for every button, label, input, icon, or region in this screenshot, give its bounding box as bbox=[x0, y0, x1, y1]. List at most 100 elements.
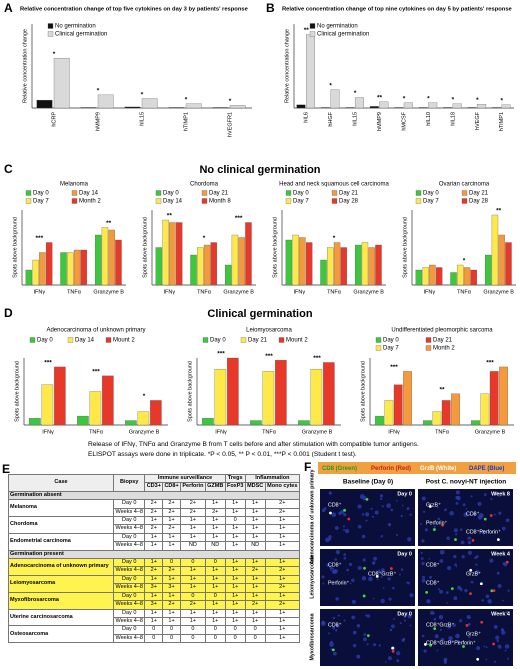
x-tick-label: IFNγ bbox=[294, 289, 306, 295]
score-cell: 1+ bbox=[204, 600, 226, 610]
legend-swatch bbox=[309, 31, 316, 37]
legend-swatch bbox=[71, 198, 78, 204]
chart-title: Relative concentration change of top nin… bbox=[282, 7, 513, 13]
micrograph bbox=[418, 549, 513, 606]
data-table: Case Biopsy Immune surveillance Tregs Inflam… bbox=[7, 473, 301, 644]
legend-label: Clinical germination bbox=[55, 32, 107, 38]
x-tick-label: TNFα bbox=[262, 429, 277, 435]
case-name: Melanoma bbox=[7, 499, 115, 518]
stained-cell bbox=[496, 538, 500, 542]
score-cell: 1+ bbox=[224, 574, 246, 585]
biopsy: Day 0 bbox=[113, 516, 146, 526]
nucleus bbox=[328, 538, 332, 541]
bar bbox=[499, 366, 508, 426]
score-cell: 0 bbox=[204, 591, 226, 602]
score-cell: 0 bbox=[204, 633, 226, 644]
nucleus bbox=[366, 643, 369, 646]
stained-cell bbox=[391, 646, 395, 650]
score-cell: 1+ bbox=[204, 524, 226, 534]
legend-label: Day 14 bbox=[79, 191, 99, 197]
stained-cell bbox=[425, 591, 429, 594]
x-tick-label: TNFα bbox=[67, 289, 82, 295]
chart-title: Chordoma bbox=[190, 182, 219, 188]
y-axis-label: Spots above background bbox=[12, 217, 18, 278]
nucleus bbox=[409, 593, 414, 598]
stained-cell bbox=[483, 517, 487, 521]
micrograph bbox=[320, 549, 415, 606]
nucleus bbox=[477, 501, 482, 506]
bar bbox=[137, 411, 150, 426]
nucleus bbox=[380, 598, 385, 604]
nucleus bbox=[332, 567, 334, 570]
bar bbox=[354, 97, 364, 109]
legend-label: Day 21 bbox=[339, 191, 359, 197]
column-header: Case bbox=[7, 474, 115, 492]
legend-swatch bbox=[25, 190, 32, 196]
table-row: Weeks 4–8 2+ 2+ 2+ 2+ 1+ 1+ 2+ bbox=[9, 507, 301, 518]
bar bbox=[484, 254, 492, 286]
nucleus bbox=[322, 582, 325, 585]
nucleus bbox=[460, 540, 465, 545]
legend-label: Clinical germination bbox=[317, 32, 369, 38]
bar bbox=[32, 259, 39, 286]
bar bbox=[80, 249, 87, 286]
cell-annotation: GrzB⁺ bbox=[466, 631, 481, 637]
nucleus bbox=[343, 556, 347, 560]
score-cell: 1+ bbox=[204, 583, 226, 593]
bar bbox=[41, 384, 54, 426]
score-cell: 1+ bbox=[224, 600, 246, 610]
nucleus bbox=[421, 539, 425, 543]
biopsy: Day 0 bbox=[113, 532, 146, 543]
nucleus bbox=[349, 582, 352, 585]
significance-label: *** bbox=[313, 355, 321, 362]
nucleus bbox=[433, 617, 437, 621]
significance-label: * bbox=[203, 235, 206, 242]
column-header: MDSC bbox=[244, 482, 266, 492]
bar bbox=[435, 267, 443, 286]
table-row: Weeks 4–8 0 0 0 0 0 0 1+ bbox=[9, 633, 301, 644]
legend-swatch bbox=[309, 23, 316, 29]
nucleus bbox=[466, 615, 471, 620]
x-tick-label: hIL6 bbox=[304, 112, 310, 123]
bar bbox=[73, 249, 81, 286]
nucleus bbox=[343, 512, 347, 517]
score-cell: 1+ bbox=[144, 616, 164, 627]
legend-swatch bbox=[202, 337, 209, 343]
nucleus bbox=[459, 528, 463, 532]
nucleus bbox=[450, 640, 453, 643]
x-tick-label: Granzyme B bbox=[483, 289, 514, 295]
table-panel: Case Biopsy Immune surveillance Tregs Inflam… bbox=[7, 473, 301, 644]
score-cell: 0 bbox=[162, 633, 181, 644]
bar bbox=[477, 104, 487, 109]
nucleus bbox=[490, 497, 493, 501]
nucleus bbox=[481, 529, 486, 535]
bar bbox=[299, 237, 306, 286]
nucleus bbox=[467, 540, 472, 545]
column-header: GZMB bbox=[204, 482, 226, 492]
score-cell: 1+ bbox=[244, 532, 266, 543]
legend-swatch bbox=[240, 337, 247, 343]
x-tick-label: hIL10 bbox=[426, 112, 432, 126]
score-cell: 1+ bbox=[204, 566, 226, 576]
nucleus bbox=[406, 581, 409, 584]
bar bbox=[190, 254, 197, 286]
nucleus bbox=[496, 639, 500, 643]
x-tick-label: TNFα bbox=[197, 289, 212, 295]
bar bbox=[428, 102, 438, 109]
case-name: Uterine carcinosarcoma bbox=[7, 608, 115, 627]
nucleus bbox=[362, 558, 366, 562]
cell-annotation: GrzB⁺ bbox=[466, 571, 481, 577]
nucleus bbox=[401, 638, 405, 642]
nucleus bbox=[320, 621, 326, 626]
score-cell: 1+ bbox=[162, 608, 181, 618]
biopsy: Day 0 bbox=[113, 574, 146, 585]
x-tick-label: Granzyme B bbox=[475, 429, 506, 435]
nucleus bbox=[437, 517, 441, 521]
x-tick-label: hIL15 bbox=[353, 112, 359, 126]
legend-swatch bbox=[105, 337, 112, 343]
nucleus bbox=[502, 599, 504, 602]
bar bbox=[97, 94, 114, 109]
nucleus bbox=[445, 591, 449, 594]
stained-cell bbox=[362, 594, 366, 598]
nucleus bbox=[470, 580, 474, 584]
